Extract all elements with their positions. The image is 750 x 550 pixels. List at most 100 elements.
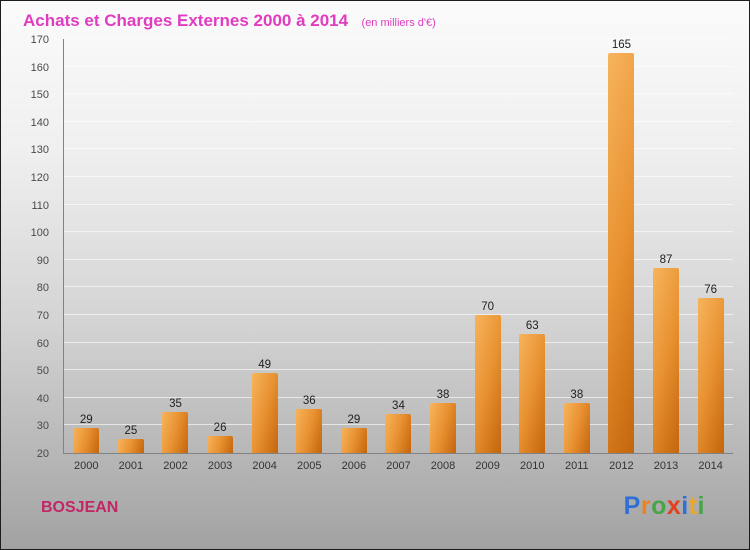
plot-area: 29 2000 25 2001 35 2002 26 2003 49 2004 36 2005 29 20… xyxy=(63,38,733,472)
bar xyxy=(251,372,278,453)
bar-value-label: 38 xyxy=(570,389,584,402)
logo-letter: i xyxy=(697,492,705,520)
bar-value-label: 36 xyxy=(302,394,316,407)
bar xyxy=(697,298,724,453)
chart-title: Achats et Charges Externes 2000 à 2014 xyxy=(23,11,349,30)
chart-subtitle: (en milliers d'€) xyxy=(361,17,436,29)
bar-value-label: 35 xyxy=(169,397,182,410)
x-tick-label: 2004 xyxy=(252,460,277,472)
y-tick-label: 130 xyxy=(30,144,49,157)
gridline xyxy=(64,396,733,398)
bar-group: 25 2001 xyxy=(109,39,154,472)
x-tick-label: 2006 xyxy=(341,460,367,472)
x-tick-label: 2011 xyxy=(565,460,589,472)
bar-group: 29 2006 xyxy=(332,39,377,472)
gridline xyxy=(64,203,733,205)
gridline xyxy=(64,314,733,315)
logo-letter: t xyxy=(688,492,698,520)
bar-value-label: 38 xyxy=(436,389,450,402)
bar xyxy=(340,428,367,453)
logo-letter: o xyxy=(651,492,667,520)
bar-group: 35 2002 xyxy=(153,39,198,472)
logo-letter: i xyxy=(681,492,689,520)
bar-value-label: 87 xyxy=(659,254,673,267)
bar xyxy=(207,436,234,453)
y-tick-label: 60 xyxy=(36,337,49,350)
bar-group: 165 2012 xyxy=(599,39,644,472)
y-tick-label: 140 xyxy=(30,116,49,129)
x-tick-label: 2008 xyxy=(430,460,456,472)
y-tick-label: 80 xyxy=(36,282,49,295)
y-tick-label: 100 xyxy=(30,227,49,240)
gridline xyxy=(64,286,733,288)
y-tick-label: 170 xyxy=(30,34,49,46)
y-tick-label: 20 xyxy=(36,448,49,460)
x-tick-label: 2002 xyxy=(163,460,188,472)
title-row: Achats et Charges Externes 2000 à 2014 (… xyxy=(23,11,436,31)
bar-group: 70 2009 xyxy=(465,39,510,472)
y-tick-label: 110 xyxy=(31,199,49,212)
y-tick-label: 120 xyxy=(30,172,49,184)
gridline xyxy=(64,148,733,150)
bar xyxy=(162,411,189,453)
logo-letter: x xyxy=(666,492,682,520)
bar xyxy=(653,268,680,453)
bar xyxy=(608,53,635,453)
bar-value-label: 63 xyxy=(525,320,539,333)
bar xyxy=(296,408,323,453)
bar-group: 26 2003 xyxy=(198,39,243,472)
bar-value-label: 29 xyxy=(347,414,361,427)
bar-value-label: 29 xyxy=(79,414,93,427)
x-tick-label: 2014 xyxy=(698,460,723,472)
company-name: BOSJEAN xyxy=(41,499,119,516)
gridline xyxy=(64,93,733,95)
gridline xyxy=(64,65,733,67)
x-tick-label: 2012 xyxy=(609,460,634,472)
bar-value-label: 49 xyxy=(258,358,272,371)
y-tick-label: 70 xyxy=(36,310,49,322)
y-tick-label: 160 xyxy=(30,61,49,74)
y-tick-label: 90 xyxy=(36,254,49,267)
bar xyxy=(385,414,412,453)
gridline xyxy=(64,120,733,122)
bar-value-label: 165 xyxy=(611,39,632,51)
bar-value-label: 34 xyxy=(392,400,405,413)
bar-group: 63 2010 xyxy=(510,39,555,472)
x-tick-label: 2005 xyxy=(297,460,322,472)
bar xyxy=(430,403,457,453)
bar-group: 29 2000 xyxy=(64,39,109,472)
bar-group: 49 2004 xyxy=(242,39,287,472)
gridline xyxy=(64,258,733,260)
bar-value-label: 25 xyxy=(124,425,138,438)
gridline xyxy=(64,341,733,343)
bar-group: 87 2013 xyxy=(644,39,689,472)
x-tick-label: 2009 xyxy=(475,460,500,472)
bar xyxy=(73,428,100,453)
gridline xyxy=(64,369,733,371)
bar xyxy=(474,315,501,453)
bars-row: 29 2000 25 2001 35 2002 26 2003 49 2004 36 2005 29 20… xyxy=(64,39,733,472)
proxiti-logo: Proxiti xyxy=(624,492,705,521)
logo-letter: r xyxy=(640,492,652,520)
x-tick-label: 2007 xyxy=(386,460,411,472)
x-tick-label: 2001 xyxy=(118,460,144,472)
bar-group: 34 2007 xyxy=(376,39,421,472)
bar xyxy=(519,334,546,453)
y-tick-label: 30 xyxy=(36,420,49,433)
bar-group: 76 2014 xyxy=(688,39,733,472)
bar xyxy=(563,403,590,453)
bar-group: 38 2011 xyxy=(555,39,600,472)
bar xyxy=(117,439,144,453)
bar-group: 38 2008 xyxy=(421,39,466,472)
bar-value-label: 76 xyxy=(704,284,717,297)
bar-value-label: 26 xyxy=(213,422,227,435)
x-tick-label: 2000 xyxy=(74,460,99,472)
x-tick-label: 2013 xyxy=(653,460,679,472)
y-axis: 20 30 40 50 60 70 80 90 100 110 120 130 140 150 160 170 xyxy=(1,34,57,460)
x-tick-label: 2010 xyxy=(519,460,545,472)
gridline xyxy=(64,38,733,39)
x-tick-label: 2003 xyxy=(207,460,233,472)
gridline xyxy=(64,231,733,233)
y-tick-label: 150 xyxy=(30,89,49,102)
